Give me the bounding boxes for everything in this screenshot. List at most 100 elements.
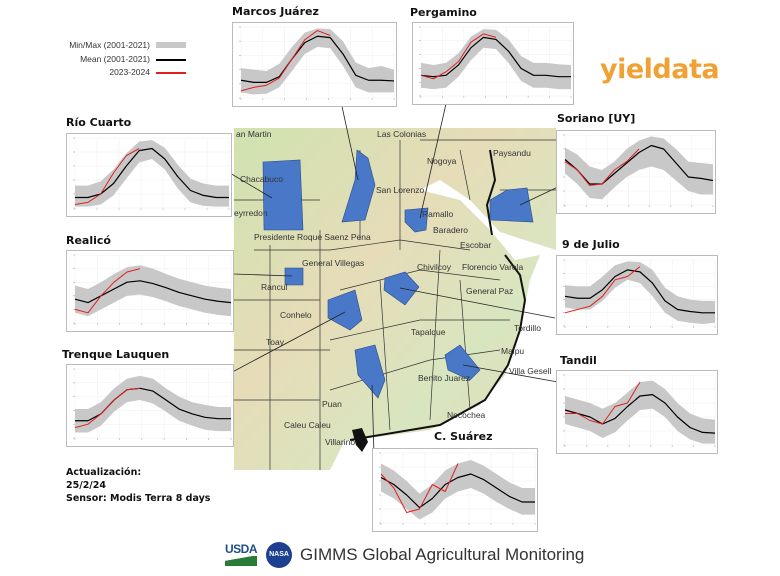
chart-trenque-lauquen	[66, 364, 234, 447]
map-label: Maipu	[501, 346, 524, 356]
chart-title-soriano-uy: Soriano [UY]	[557, 112, 636, 125]
chart-tandil	[556, 370, 718, 454]
map-label: Villa Gesell	[509, 366, 551, 376]
district-tandil	[444, 344, 481, 381]
map-label: Presidente Roque Saenz Pena	[254, 232, 371, 242]
current-season-line	[565, 381, 641, 425]
legend-label-current: 2023-2024	[109, 67, 150, 77]
minmax-band	[565, 261, 715, 325]
minmax-band	[75, 265, 231, 317]
current-season-line	[380, 463, 459, 513]
update-info: Actualización: 25/2/24 Sensor: Modis Ter…	[66, 466, 210, 505]
map-label: Chacabuco	[240, 174, 283, 184]
chart-9-de-julio	[556, 255, 718, 335]
district-rio-cuarto	[262, 159, 304, 231]
map-label: Paysandu	[493, 148, 531, 158]
coastline	[349, 254, 527, 441]
legend-label-mean: Mean (2001-2021)	[80, 54, 150, 64]
chart-pergamino	[412, 22, 574, 105]
nasa-logo-text: NASA	[269, 551, 289, 558]
mean-line	[380, 473, 535, 509]
map-label: San Lorenzo	[376, 185, 424, 195]
district-trenque-lauquen	[327, 289, 363, 331]
usda-logo-text: USDA	[225, 542, 258, 556]
map-label: Las Colonias	[377, 129, 426, 139]
chart-marcos-ju-rez	[232, 22, 397, 107]
chart-title-trenque-lauquen: Trenque Lauquen	[62, 348, 170, 361]
usda-logo-mark	[225, 556, 257, 566]
chart-title-pergamino: Pergamino	[410, 6, 477, 19]
map-label: Toay	[266, 337, 285, 347]
map-label: Necochea	[447, 410, 486, 420]
map-label: General Villegas	[302, 258, 364, 268]
nasa-logo: NASA	[266, 542, 292, 568]
map-label: eyrredon	[234, 208, 268, 218]
chart-title-9-de-julio: 9 de Julio	[562, 238, 620, 251]
mean-line	[240, 35, 395, 83]
map-label: Tapalque	[411, 327, 446, 337]
minmax-band	[421, 29, 571, 90]
map-label: Villarino	[325, 437, 355, 447]
district-realico	[284, 267, 304, 286]
update-label: Actualización:	[66, 467, 142, 478]
river-plate	[420, 180, 556, 262]
minmax-band	[381, 460, 535, 520]
chart-title-c-su-rez: C. Suárez	[434, 430, 493, 443]
bahia-blanca-estuary	[352, 428, 368, 452]
usda-logo: USDA	[225, 542, 258, 567]
map-label: an Martin	[236, 129, 272, 139]
current-season-line	[240, 30, 331, 92]
minmax-band	[565, 136, 713, 200]
legend-swatch-current	[156, 72, 186, 74]
mean-line	[564, 394, 716, 434]
map-label: Escobar	[460, 240, 491, 250]
mean-line	[564, 144, 714, 185]
mean-line	[420, 36, 571, 78]
current-season-line	[564, 266, 641, 314]
legend-swatch-minmax	[156, 42, 186, 48]
chart-c-su-rez	[372, 448, 538, 532]
chart-soriano-uy	[556, 130, 716, 214]
chart-title-tandil: Tandil	[560, 354, 597, 367]
current-season-line	[74, 387, 141, 429]
minmax-band	[241, 28, 394, 95]
minmax-band	[75, 140, 229, 207]
map-label: Ramallo	[422, 209, 453, 219]
map-label: Florencio Varela	[462, 262, 524, 272]
map-label: Rancul	[261, 282, 288, 292]
chart-realic	[66, 250, 234, 332]
highlighted-districts	[262, 149, 534, 399]
legend: Min/Max (2001-2021) Mean (2001-2021) 202…	[0, 38, 200, 83]
footer-title: GIMMS Global Agricultural Monitoring	[300, 545, 585, 564]
minmax-band	[75, 375, 231, 433]
map-label: Tordillo	[514, 323, 541, 333]
map-label: Benito Juarez	[418, 373, 470, 383]
map-label: Chivilcoy	[417, 262, 452, 272]
legend-swatch-mean	[156, 59, 186, 61]
district-marcos-juarez	[341, 149, 376, 223]
current-season-line	[420, 33, 497, 80]
update-date: 25/2/24	[66, 480, 106, 491]
map-label: General Paz	[466, 286, 513, 296]
map-label: Conhelo	[280, 310, 312, 320]
current-season-line	[74, 148, 140, 205]
yieldata-logo: yieldata	[600, 54, 720, 85]
district-soriano	[489, 187, 534, 223]
mean-line	[564, 269, 715, 314]
chart-r-o-cuarto	[66, 133, 232, 217]
map-label: Nogoya	[427, 156, 457, 166]
district-c-suarez	[354, 344, 386, 399]
chart-title-marcos-ju-rez: Marcos Juárez	[232, 5, 319, 18]
map-label: Baradero	[433, 225, 468, 235]
map-label: Caleu Caleu	[284, 420, 331, 430]
chart-title-realic: Realicó	[66, 234, 111, 247]
sensor-info: Sensor: Modis Terra 8 days	[66, 493, 211, 504]
current-season-line	[564, 148, 640, 186]
current-season-line	[74, 268, 141, 314]
region-map: an Martin Las Colonias Chacabuco eyrredon Sa…	[234, 128, 556, 470]
district-pergamino	[404, 207, 429, 233]
minmax-band	[565, 380, 715, 444]
legend-label-minmax: Min/Max (2001-2021)	[69, 40, 150, 50]
uruguay-border	[485, 149, 497, 236]
map-label: Puan	[322, 399, 342, 409]
